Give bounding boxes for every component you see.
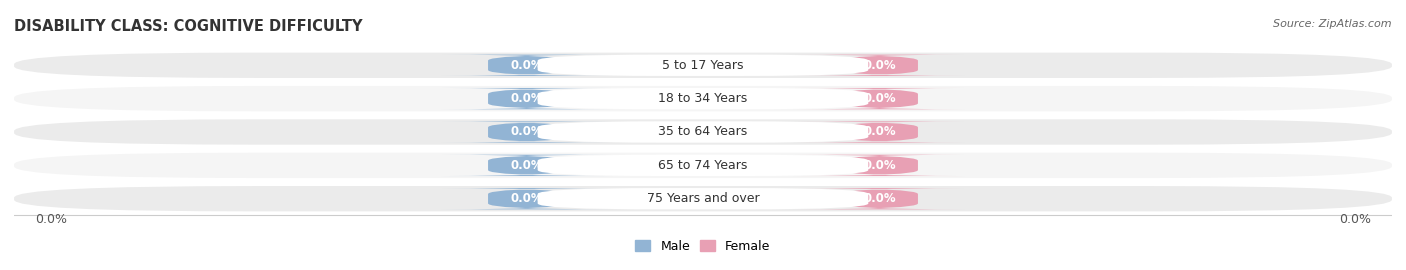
FancyBboxPatch shape [14,153,1392,178]
Text: 5 to 17 Years: 5 to 17 Years [662,59,744,72]
Text: 0.0%: 0.0% [863,192,896,205]
FancyBboxPatch shape [14,186,1392,211]
Text: 0.0%: 0.0% [510,126,543,139]
Text: 75 Years and over: 75 Years and over [647,192,759,205]
Text: 0.0%: 0.0% [863,92,896,105]
FancyBboxPatch shape [441,155,612,176]
Text: 0.0%: 0.0% [510,159,543,172]
Text: 0.0%: 0.0% [1340,213,1371,226]
FancyBboxPatch shape [441,55,612,76]
Text: 65 to 74 Years: 65 to 74 Years [658,159,748,172]
FancyBboxPatch shape [14,53,1392,78]
Text: 0.0%: 0.0% [863,159,896,172]
FancyBboxPatch shape [14,119,1392,145]
FancyBboxPatch shape [794,121,965,143]
FancyBboxPatch shape [537,188,869,210]
FancyBboxPatch shape [441,88,612,109]
Text: 0.0%: 0.0% [510,92,543,105]
Text: 0.0%: 0.0% [510,59,543,72]
Text: 0.0%: 0.0% [863,59,896,72]
Legend: Male, Female: Male, Female [636,240,770,253]
FancyBboxPatch shape [441,121,612,143]
FancyBboxPatch shape [537,121,869,143]
FancyBboxPatch shape [14,86,1392,111]
FancyBboxPatch shape [537,55,869,76]
Text: DISABILITY CLASS: COGNITIVE DIFFICULTY: DISABILITY CLASS: COGNITIVE DIFFICULTY [14,19,363,34]
Text: 18 to 34 Years: 18 to 34 Years [658,92,748,105]
FancyBboxPatch shape [441,188,612,210]
Text: 35 to 64 Years: 35 to 64 Years [658,126,748,139]
FancyBboxPatch shape [794,55,965,76]
FancyBboxPatch shape [794,188,965,210]
Text: Source: ZipAtlas.com: Source: ZipAtlas.com [1274,19,1392,29]
FancyBboxPatch shape [537,88,869,109]
FancyBboxPatch shape [794,88,965,109]
Text: 0.0%: 0.0% [510,192,543,205]
Text: 0.0%: 0.0% [35,213,66,226]
FancyBboxPatch shape [794,155,965,176]
FancyBboxPatch shape [537,155,869,176]
Text: 0.0%: 0.0% [863,126,896,139]
